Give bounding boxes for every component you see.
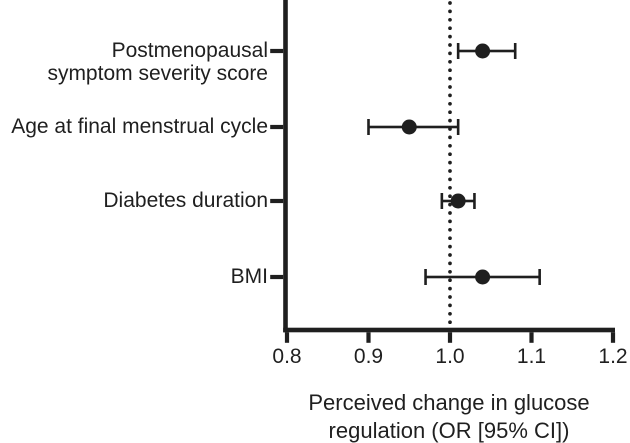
reference-line-dot xyxy=(448,143,452,148)
category-tick xyxy=(270,274,284,280)
category-label-line: Diabetes duration xyxy=(103,189,268,212)
category-label-line: Postmenopausal xyxy=(111,39,268,62)
reference-line-dot xyxy=(448,236,452,241)
reference-line-dot xyxy=(448,311,452,316)
category-tick xyxy=(270,48,284,54)
ci-cap-low xyxy=(367,119,370,135)
x-tick-label: 0.8 xyxy=(272,345,302,368)
category-label-line: BMI xyxy=(230,265,268,288)
category-label-line: Age at final menstrual cycle xyxy=(11,115,268,138)
reference-line-dot xyxy=(448,1,452,5)
reference-line-dot xyxy=(448,93,452,98)
reference-line-dot xyxy=(448,303,452,308)
reference-line-dot xyxy=(448,118,452,123)
reference-line-dot xyxy=(448,219,452,224)
x-axis-tick xyxy=(366,332,371,343)
category-label-line: symptom severity score xyxy=(47,62,268,85)
reference-line-dot xyxy=(448,160,452,165)
x-tick-label: 0.9 xyxy=(353,345,384,368)
reference-line-dot xyxy=(448,244,452,249)
x-axis-tick xyxy=(284,332,290,343)
x-tick-label: 1.1 xyxy=(516,345,547,368)
x-axis-title: Perceived change in glucose regulation (… xyxy=(308,389,589,443)
x-axis-tick xyxy=(610,332,616,343)
x-tick-label: 1.0 xyxy=(435,345,465,368)
reference-line-dot xyxy=(448,59,452,64)
x-tick-label: 1.2 xyxy=(598,345,628,368)
reference-line-dot xyxy=(448,110,452,115)
reference-line-dot xyxy=(448,152,452,157)
reference-line-dot xyxy=(448,17,452,22)
reference-line-dot xyxy=(448,227,452,232)
reference-line-dot xyxy=(448,194,452,199)
reference-line-dot xyxy=(448,101,452,106)
ci-cap-low xyxy=(424,269,427,285)
or-marker xyxy=(475,43,491,59)
x-axis-title-line1: Perceived change in glucose xyxy=(308,390,590,415)
or-marker xyxy=(401,119,417,135)
reference-line-dot xyxy=(448,43,452,47)
reference-line-dot xyxy=(448,211,452,215)
category-tick xyxy=(270,198,284,204)
y-axis-line xyxy=(283,0,288,333)
ci-cap-high xyxy=(473,193,476,209)
reference-line-dot xyxy=(448,295,452,299)
reference-line-dot xyxy=(448,202,452,207)
reference-line-dot xyxy=(448,51,452,56)
or-marker xyxy=(475,269,491,285)
ci-cap-high xyxy=(513,43,517,59)
reference-line-dot xyxy=(448,269,452,274)
reference-line-dot xyxy=(448,26,452,31)
or-marker xyxy=(450,193,466,209)
reference-line-dot xyxy=(448,261,452,266)
x-axis-tick xyxy=(447,332,453,343)
reference-line-dot xyxy=(448,85,452,89)
reference-line-dot xyxy=(448,135,452,140)
x-axis-line xyxy=(283,327,615,333)
reference-line-dot xyxy=(448,185,452,190)
reference-line-dot xyxy=(448,68,452,73)
reference-line-dot xyxy=(448,177,452,182)
reference-line-dot xyxy=(448,320,452,325)
ci-cap-high xyxy=(456,119,460,135)
ci-cap-low xyxy=(440,193,444,209)
ci-cap-low xyxy=(456,43,460,59)
reference-line-dot xyxy=(448,169,452,173)
reference-line-dot xyxy=(448,286,452,291)
reference-line-dot xyxy=(448,76,452,81)
reference-line-dot xyxy=(448,253,452,257)
x-axis-title-line2: regulation (OR [95% CI]) xyxy=(328,418,570,443)
ci-cap-high xyxy=(538,269,541,285)
x-axis-tick xyxy=(529,332,534,343)
reference-line-dot xyxy=(448,278,452,283)
reference-line-dot xyxy=(448,34,452,39)
category-tick xyxy=(270,124,284,130)
reference-line-dot xyxy=(448,9,452,14)
